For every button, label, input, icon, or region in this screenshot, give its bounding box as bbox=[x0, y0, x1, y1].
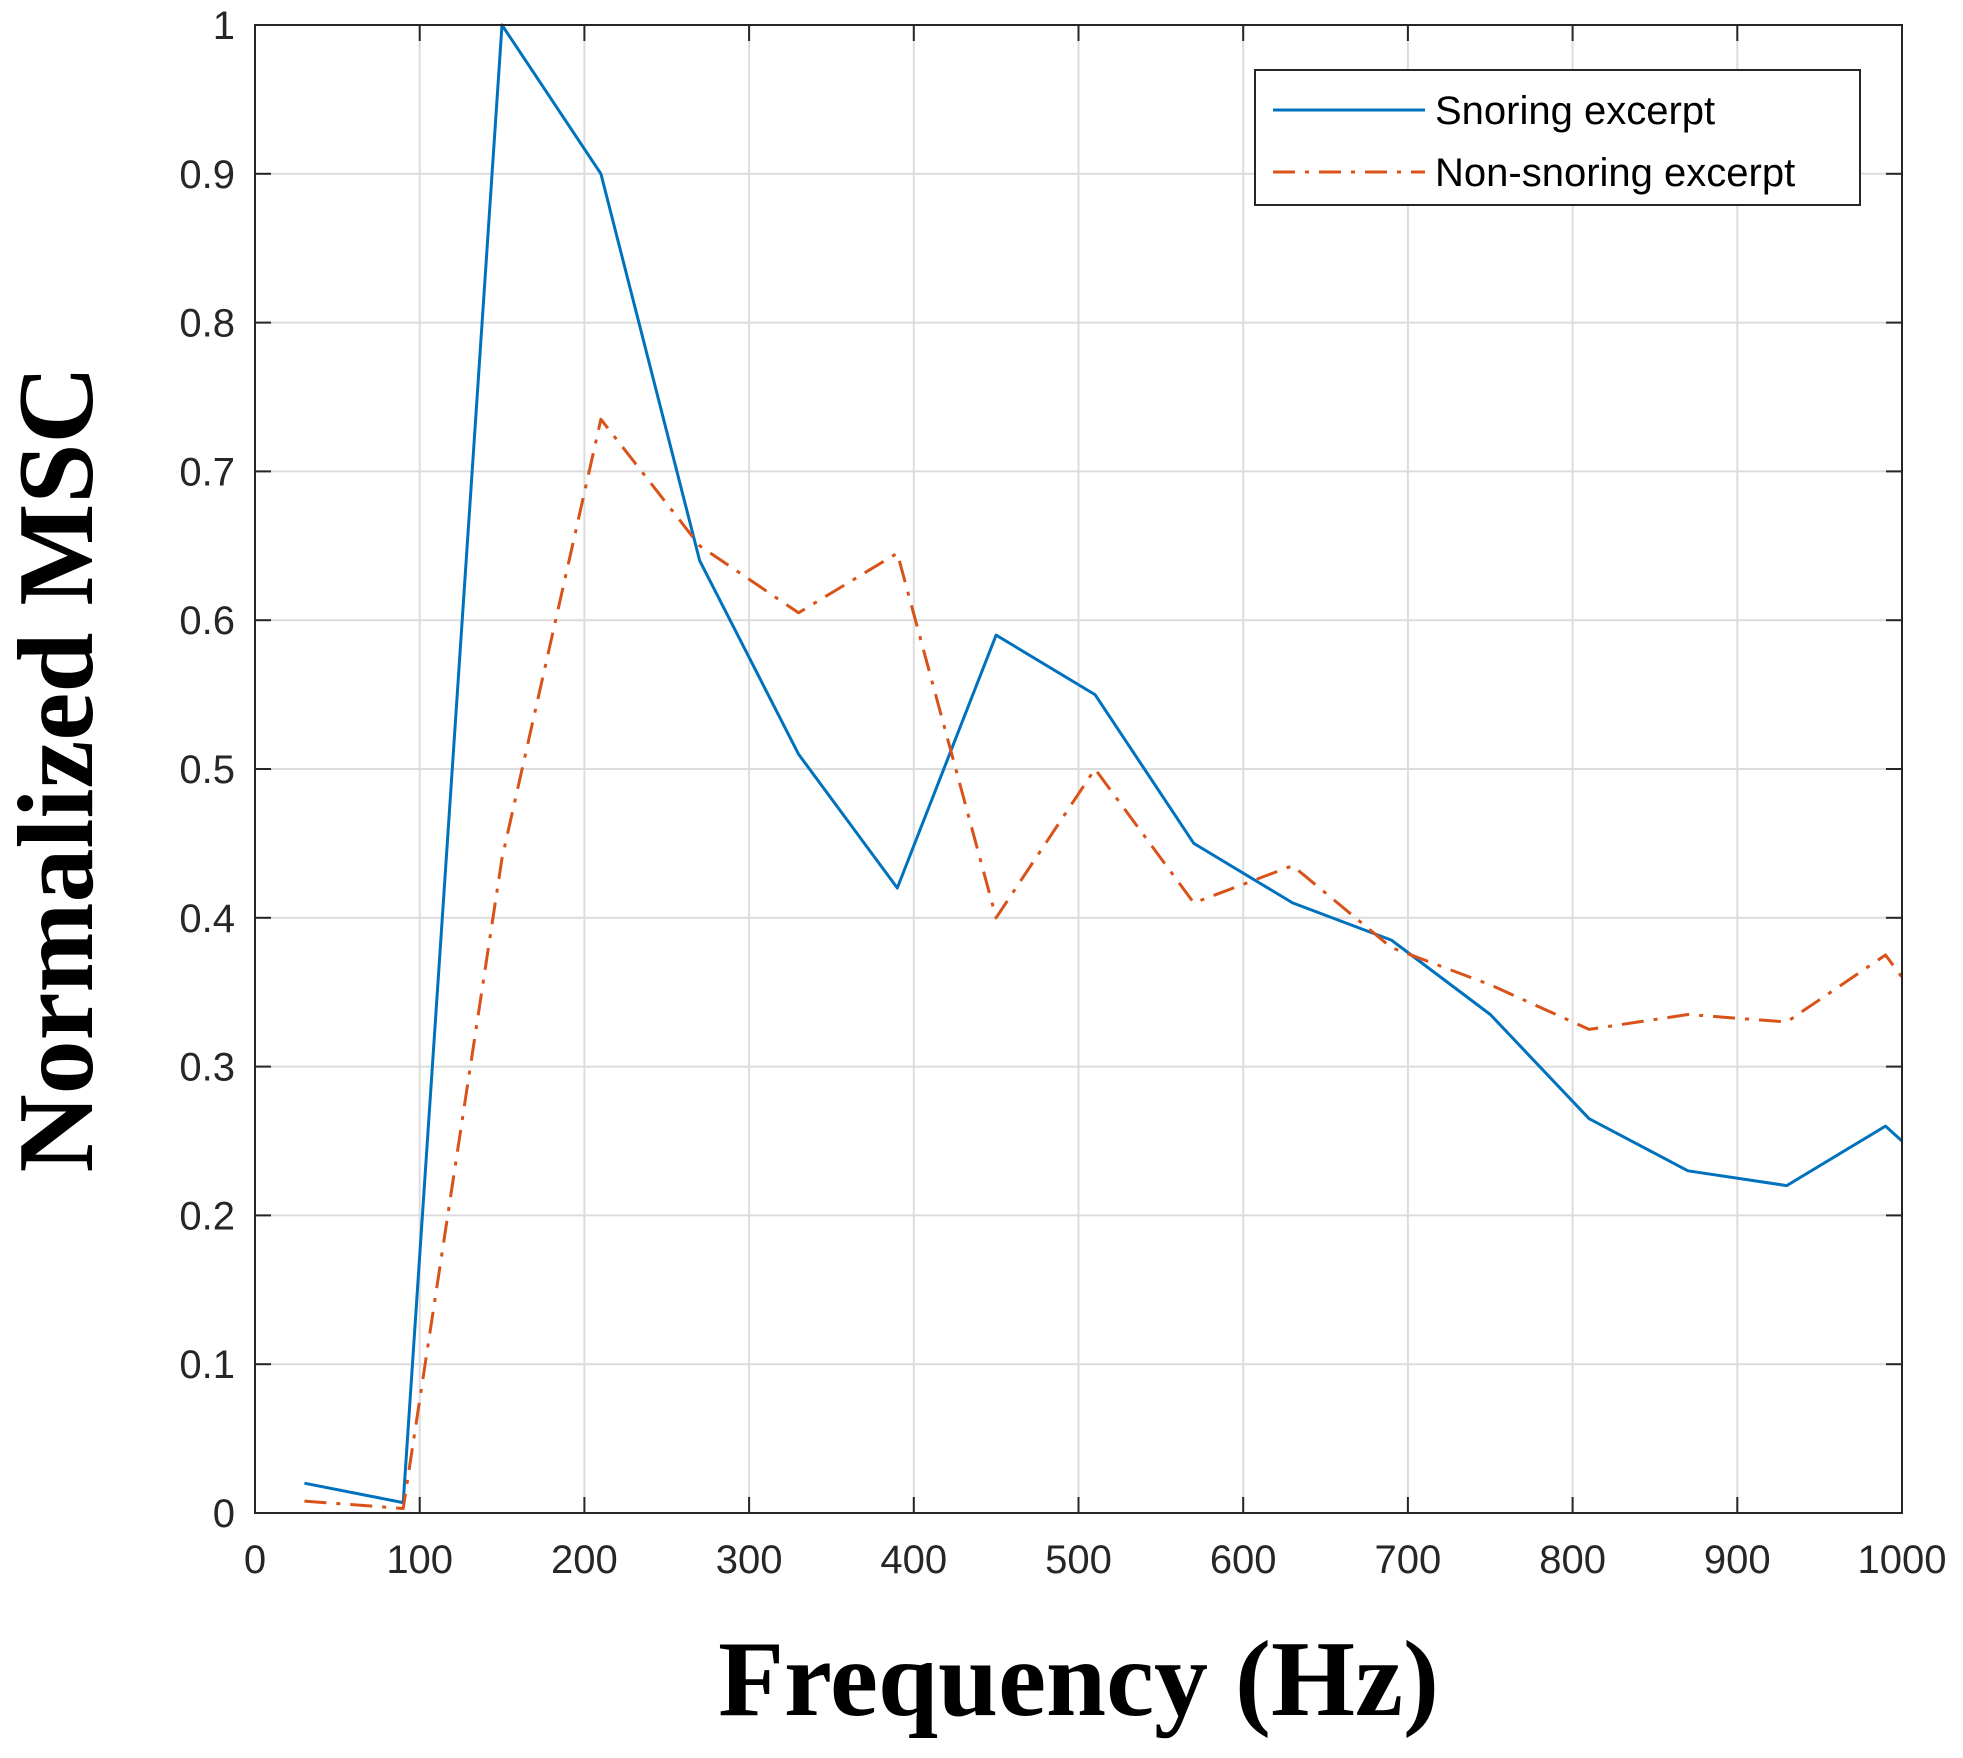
y-tick-label: 0.6 bbox=[179, 599, 235, 643]
x-tick-label: 400 bbox=[880, 1538, 947, 1582]
x-tick-label: 600 bbox=[1210, 1538, 1277, 1582]
x-tick-label: 0 bbox=[244, 1538, 266, 1582]
y-tick-label: 0.2 bbox=[179, 1194, 235, 1238]
x-tick-label: 1000 bbox=[1858, 1538, 1947, 1582]
x-tick-label: 800 bbox=[1539, 1538, 1606, 1582]
y-tick-label: 0.5 bbox=[179, 748, 235, 792]
legend-label-non-snoring: Non-snoring excerpt bbox=[1435, 151, 1795, 195]
legend-label-snoring: Snoring excerpt bbox=[1435, 89, 1715, 133]
x-tick-label: 300 bbox=[716, 1538, 783, 1582]
series-lines bbox=[304, 23, 1904, 1510]
y-tick-label: 0.7 bbox=[179, 450, 235, 494]
legend: Snoring excerpt Non-snoring excerpt bbox=[1254, 69, 1861, 206]
x-axis-title: Frequency (Hz) bbox=[718, 1620, 1439, 1739]
y-tick-label: 0.3 bbox=[179, 1046, 235, 1090]
y-axis-title: Normalized MSC bbox=[0, 366, 116, 1173]
grid bbox=[254, 24, 1903, 1514]
y-tick-label: 0 bbox=[213, 1492, 235, 1536]
x-tick-label: 100 bbox=[386, 1538, 453, 1582]
y-tick-label: 0.8 bbox=[179, 302, 235, 346]
y-tick-label: 0.1 bbox=[179, 1343, 235, 1387]
x-tick-label: 700 bbox=[1375, 1538, 1442, 1582]
x-tick-label: 900 bbox=[1704, 1538, 1771, 1582]
x-tick-label: 200 bbox=[551, 1538, 618, 1582]
y-tick-label: 1 bbox=[213, 4, 235, 48]
x-tick-label: 500 bbox=[1045, 1538, 1112, 1582]
axis-ticks: 0 100 200 300 400 500 600 700 800 900 1000 0 0.1 0.2 0… bbox=[179, 4, 1946, 1582]
series-line-non-snoring bbox=[304, 417, 1904, 1510]
legend-box bbox=[1254, 69, 1861, 206]
y-tick-label: 0.9 bbox=[179, 153, 235, 197]
y-tick-label: 0.4 bbox=[179, 897, 235, 941]
series-line-snoring bbox=[304, 23, 1904, 1505]
